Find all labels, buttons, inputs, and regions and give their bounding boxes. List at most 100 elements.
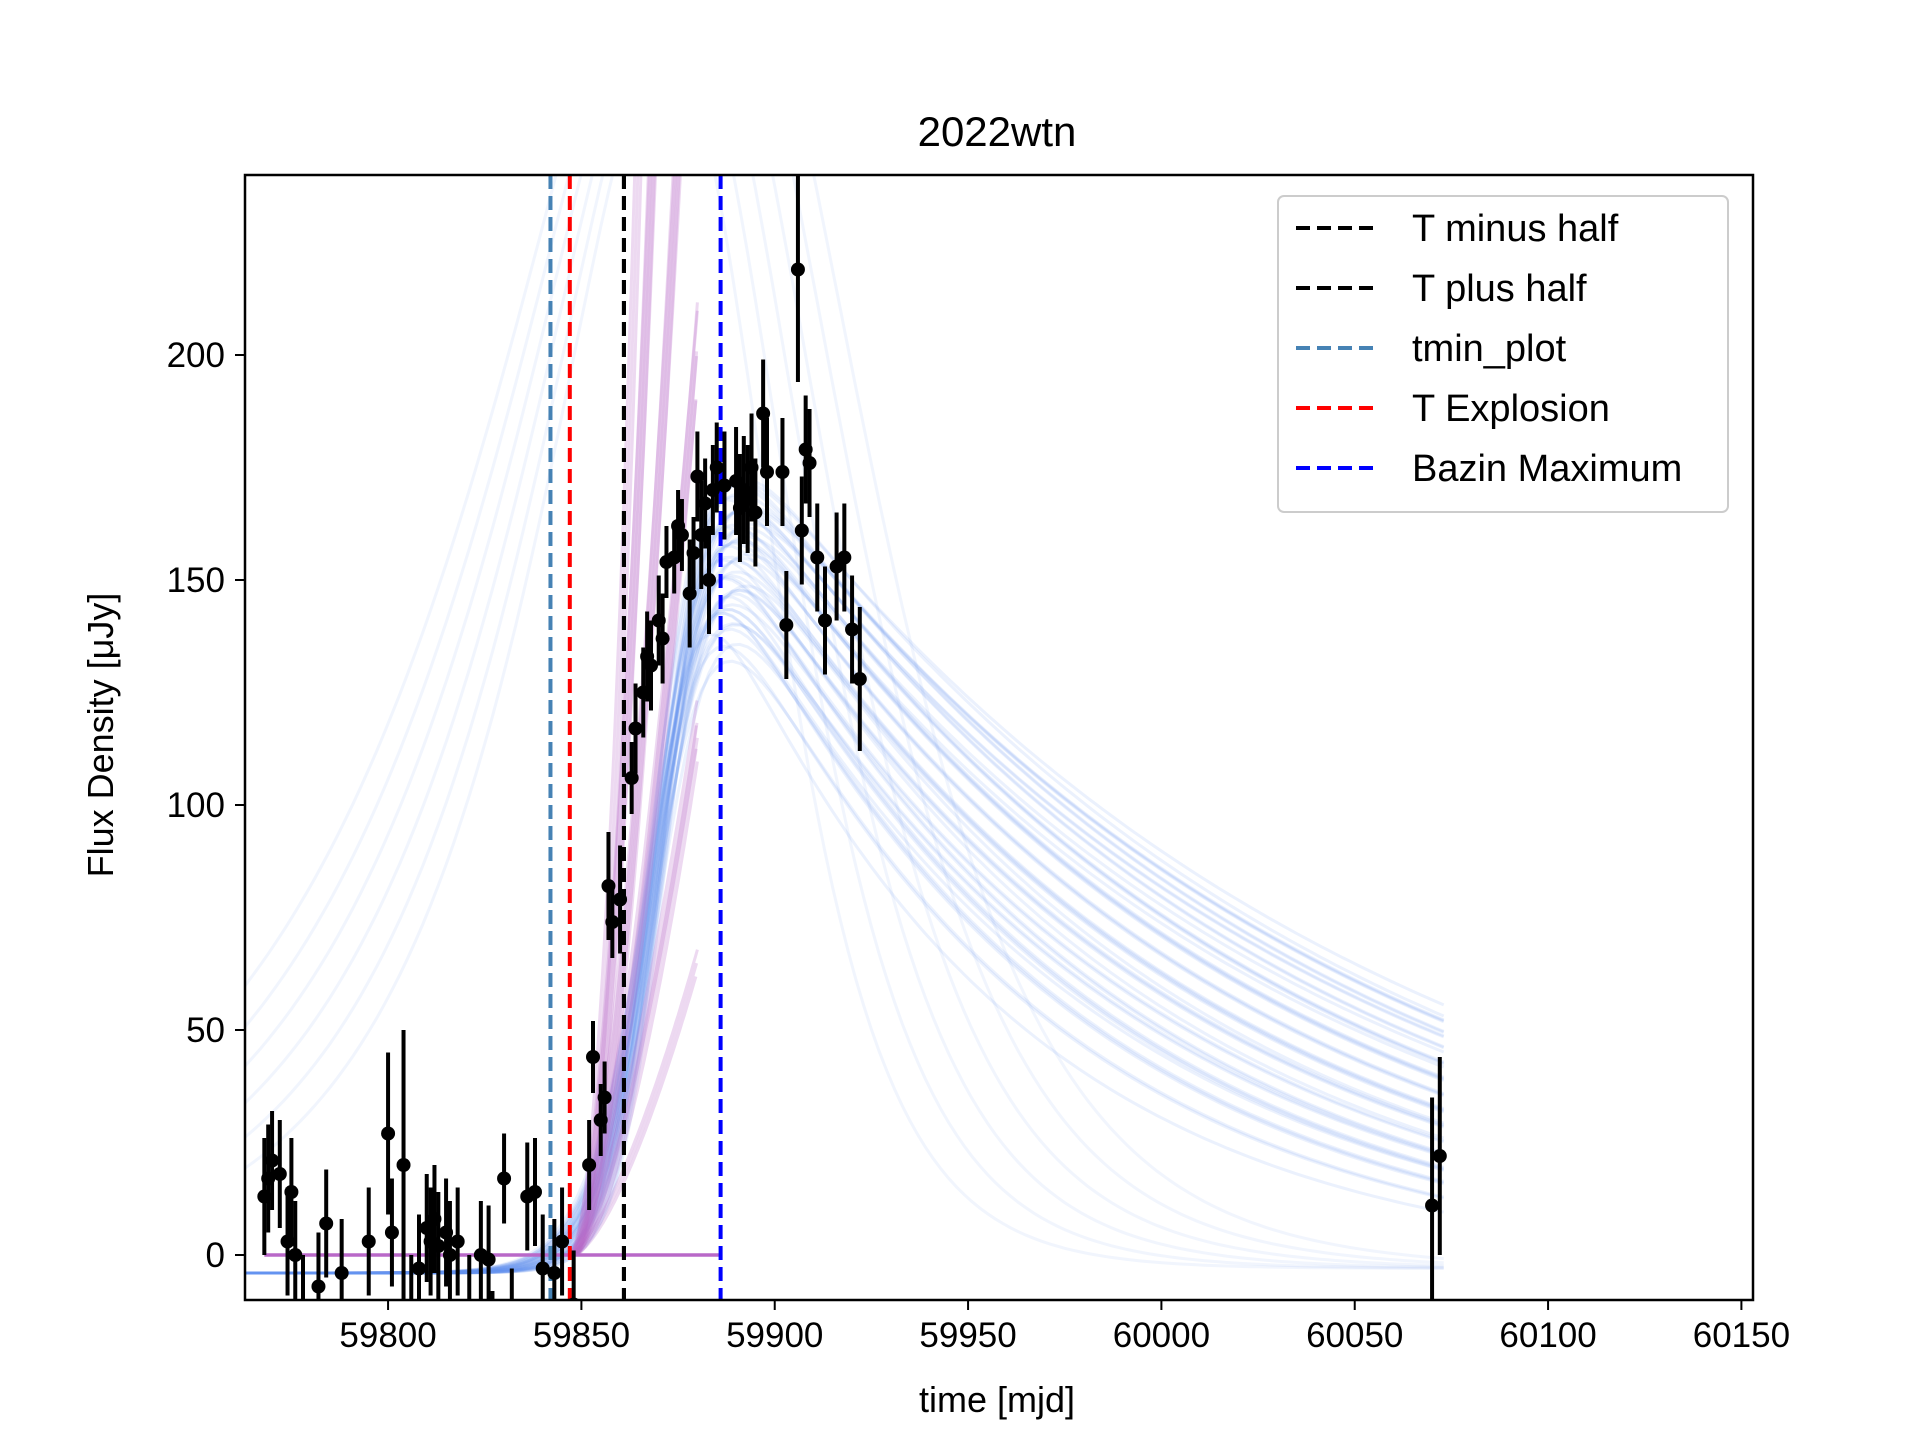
observation [748,458,763,567]
rise-curve [571,725,698,1257]
rise-curve [571,175,679,1257]
observation [586,1021,600,1093]
observation [674,499,689,571]
data-point [837,550,852,565]
data-point [597,1090,612,1105]
x-tick-label: 59950 [919,1316,1016,1355]
y-tick-label: 100 [167,786,225,825]
observation-points [257,175,1447,1316]
observation [535,1214,550,1300]
rise-curve [575,761,699,1257]
data-point [779,618,794,632]
data-point [442,1248,457,1262]
data-point [528,1185,542,1199]
data-point [674,528,689,542]
data-point [555,1234,570,1249]
model-curve-outlier [245,175,1444,1268]
rise-curve [568,722,699,1257]
data-point [582,1158,597,1172]
model-curve-outlier [245,175,1444,1265]
rise-curve [575,175,681,1257]
observation [412,1214,426,1300]
observation [655,593,670,684]
observation [709,422,724,513]
data-point [852,672,867,686]
rise-curve [573,976,698,1257]
rise-curve [574,175,643,1257]
legend-label: Bazin Maximum [1412,448,1682,490]
observation [802,409,817,517]
rise-curve [574,175,682,1257]
vertical-lines [548,175,723,1300]
x-axis-label: time [mjd] [919,1379,1075,1420]
y-axis-ticks: 0 50 100 150 200 [167,336,245,1275]
data-point [756,406,771,421]
data-point [1425,1198,1440,1213]
data-point [605,915,620,929]
observation [837,503,852,612]
data-point [775,465,790,479]
x-axis-ticks: 59800 59850 59900 59950 60000 60050 60100 60150 [339,1300,1790,1355]
observation [265,1111,280,1210]
observation [490,1291,495,1300]
data-point [686,546,701,560]
observation [818,566,832,675]
model-curve-outlier [245,175,1444,1270]
observation [296,1255,310,1316]
data-point [818,613,832,628]
data-point [450,1234,465,1249]
observation [442,1201,457,1300]
data-point [586,1050,600,1064]
observation [481,1205,496,1300]
y-tick-label: 50 [186,1011,225,1050]
rise-curve [571,175,640,1257]
observation [284,1138,299,1246]
observation [334,1219,349,1300]
legend: T minus half T plus half tmin_plot T Explos… [1277,195,1729,513]
data-point [497,1171,512,1186]
data-point [613,892,628,907]
data-point [384,1225,399,1240]
x-tick-label: 59800 [339,1316,436,1355]
observation [702,526,716,634]
observation [756,359,771,468]
rise-curve [573,399,698,1257]
rise-curve [570,351,699,1257]
observation [555,1187,570,1296]
observation [319,1169,334,1278]
chart-title: 2022wtn [918,108,1077,155]
y-tick-label: 150 [167,561,225,600]
data-point [547,1266,562,1280]
rise-fit-curves [567,175,699,1257]
data-point [284,1185,299,1199]
rise-curve [571,175,678,1257]
observation [450,1187,465,1296]
observation [775,418,790,526]
observation [760,418,774,526]
x-tick-label: 60000 [1113,1316,1210,1355]
data-point [845,622,860,637]
x-tick-label: 60100 [1499,1316,1596,1355]
rise-curve [573,175,656,1257]
data-point [404,1302,418,1316]
rise-curve [573,400,698,1257]
data-point [296,1302,310,1316]
observation [810,503,825,612]
data-point [361,1234,376,1249]
data-point [265,1153,280,1168]
data-point [481,1252,496,1267]
plot-area [245,175,1447,1316]
observation [384,1178,399,1287]
rise-curve [573,175,657,1257]
legend-label: T plus half [1412,268,1587,310]
data-point [319,1216,334,1231]
data-point [717,478,732,493]
model-curve [245,522,1445,1275]
observation [547,1219,562,1300]
observation [794,476,809,585]
data-point [810,550,825,565]
data-point [272,1167,287,1181]
observation [717,431,732,540]
x-tick-label: 59850 [533,1316,630,1355]
